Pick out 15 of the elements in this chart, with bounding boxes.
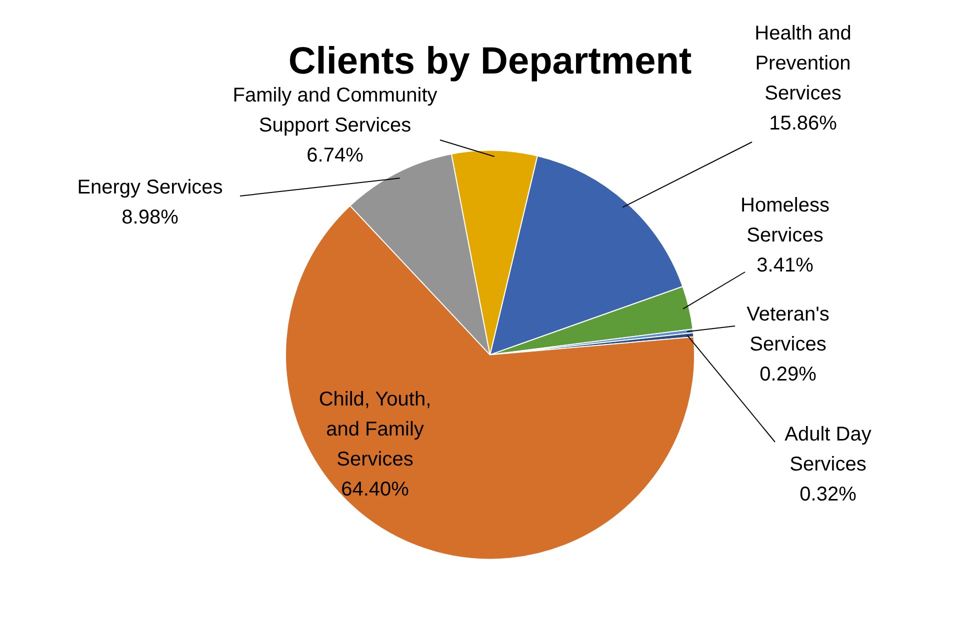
data-label: 6.74% xyxy=(306,144,364,167)
slice-label: Homeless Services xyxy=(740,194,830,247)
data-label: 0.32% xyxy=(800,484,857,506)
slice-label: Adult Day Services xyxy=(784,424,872,476)
slice-label: Health and Prevention Services xyxy=(754,22,852,105)
data-label: 0.29% xyxy=(760,364,817,386)
slice-label: Veteran's Services xyxy=(746,304,830,356)
data-label: 8.98% xyxy=(122,206,179,229)
slice-label: Family and Community Support Services xyxy=(232,84,438,137)
chart-title: Clients by Department xyxy=(288,40,692,82)
data-label: 15.86% xyxy=(769,112,838,135)
data-label: 64.40% xyxy=(341,478,410,501)
slice-label: Child, Youth, and Family Services xyxy=(318,388,432,471)
data-label: 3.41% xyxy=(756,254,814,277)
slice-label: Energy Services xyxy=(77,176,223,199)
